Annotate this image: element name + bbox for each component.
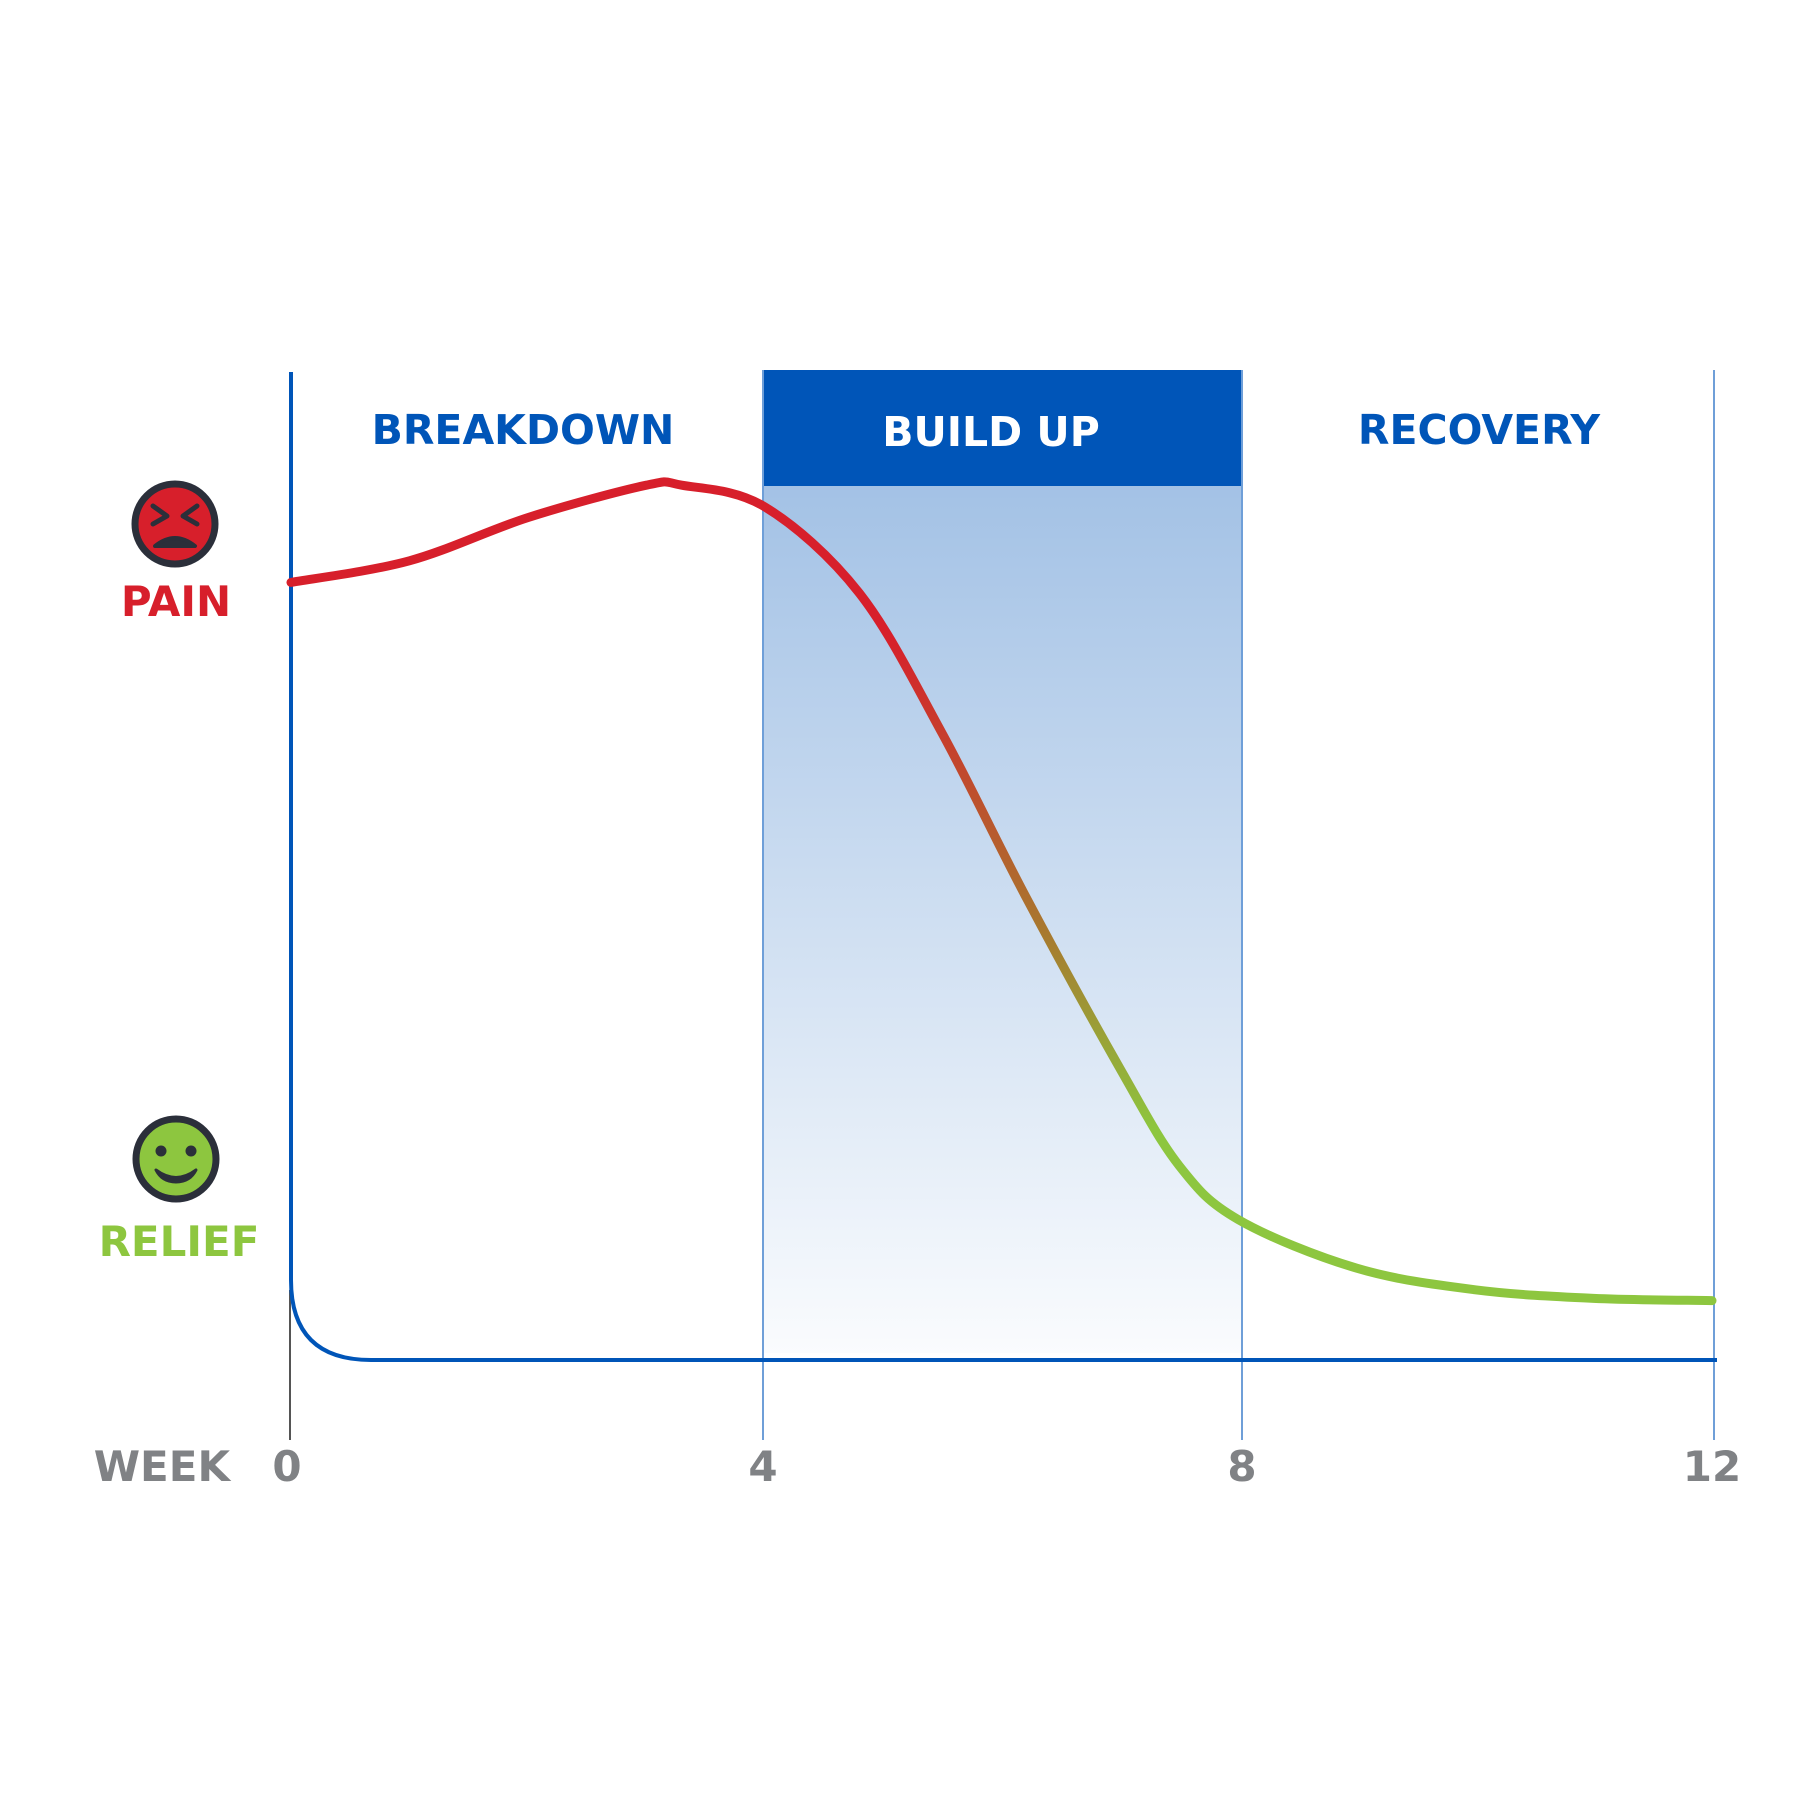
axis-frame	[289, 372, 1717, 1362]
x-tick-label: 0	[272, 1442, 301, 1491]
smiling-face-icon	[132, 1115, 220, 1203]
pain-label: PAIN	[121, 577, 231, 626]
x-tick-label: 4	[748, 1442, 777, 1491]
build-up-header	[762, 370, 1243, 486]
relief-label: RELIEF	[99, 1217, 260, 1266]
x-tick-label: 8	[1227, 1442, 1256, 1491]
phase-label-recovery: RECOVERY	[1358, 406, 1601, 454]
build-up-band	[762, 485, 1243, 1353]
angry-face-icon	[131, 480, 219, 568]
phase-label-build-up: BUILD UP	[882, 408, 1100, 456]
phase-label-breakdown: BREAKDOWN	[372, 406, 675, 454]
x-axis-label: WEEK	[94, 1442, 232, 1491]
pain-curve	[286, 477, 1717, 1306]
x-tick-label: 12	[1683, 1442, 1741, 1491]
